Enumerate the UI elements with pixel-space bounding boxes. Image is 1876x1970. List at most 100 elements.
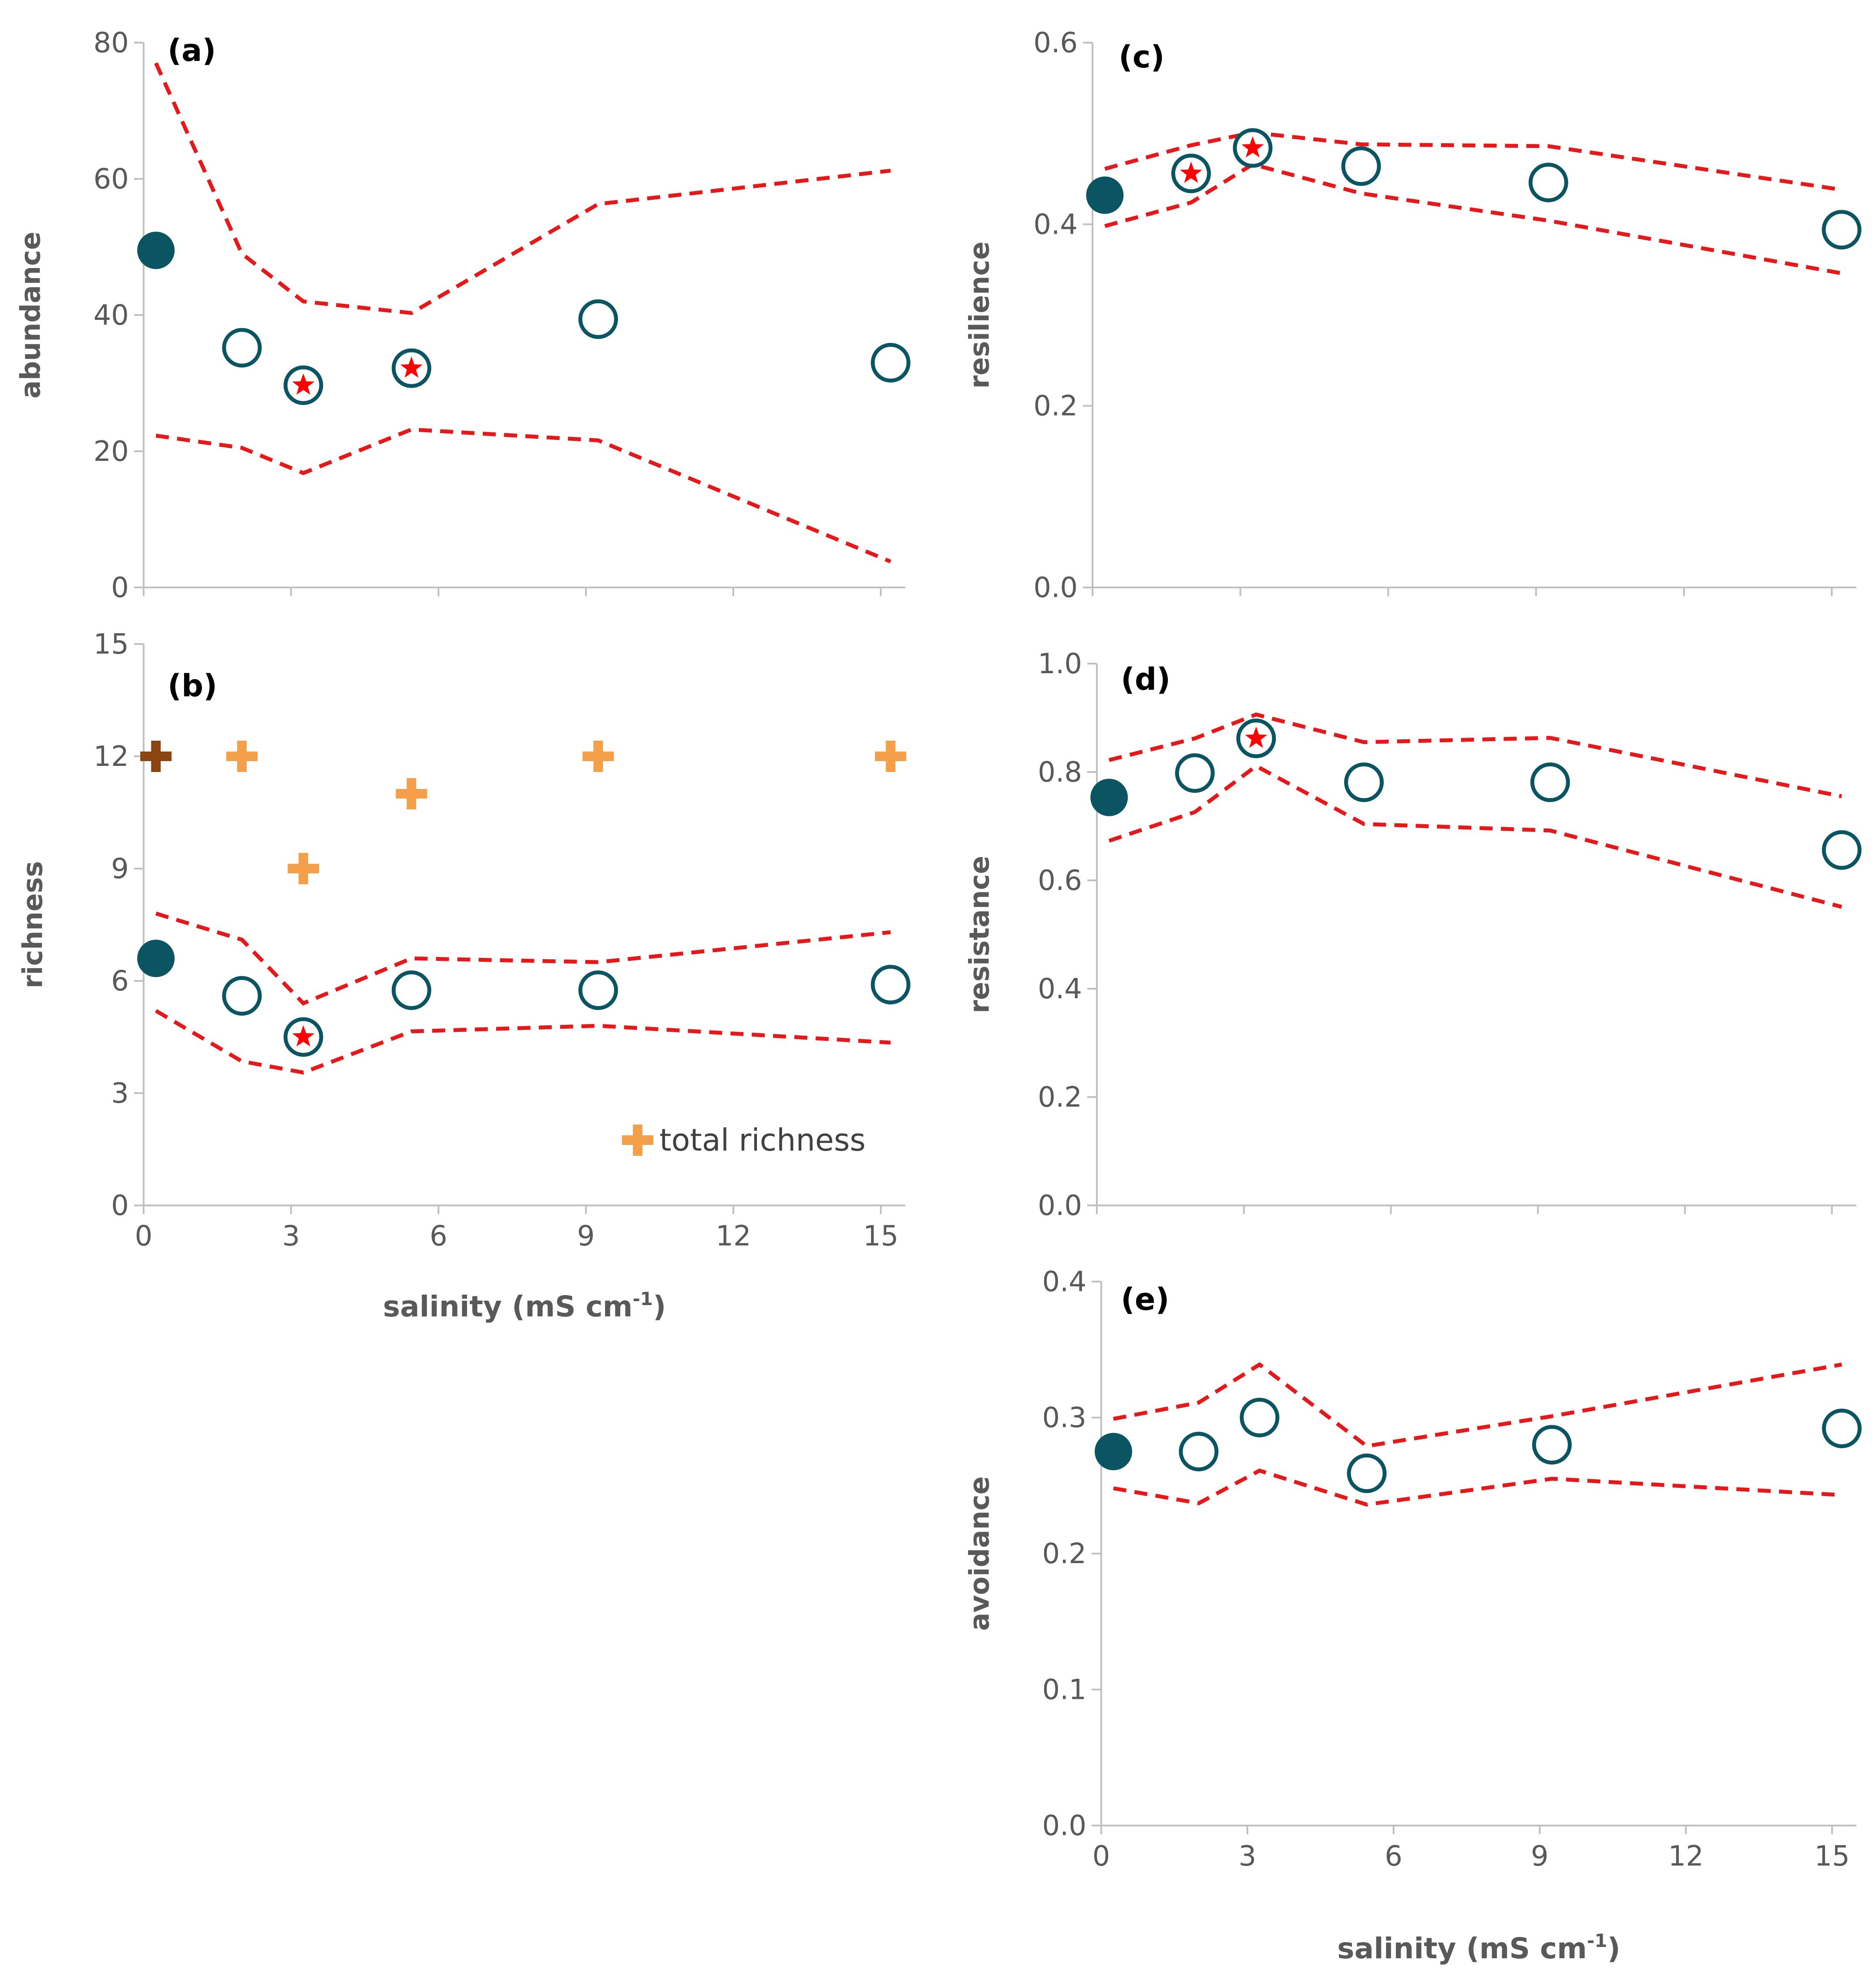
- panel-label: (c): [1119, 39, 1164, 75]
- x-tick-label: 15: [863, 1220, 898, 1252]
- upper-bound-line: [155, 911, 891, 1006]
- lower-bound-line: [1104, 162, 1842, 275]
- x-axis-title-main: salinity (mS cm: [1337, 1932, 1587, 1965]
- reference-point: [1090, 779, 1128, 816]
- significance-star: [1245, 726, 1267, 748]
- panel-label: (a): [168, 33, 216, 68]
- x-axis-title-sup: -1: [632, 1288, 653, 1309]
- x-tick-label: 12: [716, 1220, 751, 1252]
- data-point: [1530, 762, 1570, 802]
- data-point: [1532, 1425, 1572, 1465]
- data-point: [578, 299, 618, 339]
- total-richness-marker: [226, 741, 258, 772]
- x-tick-label: 9: [1531, 1840, 1549, 1873]
- y-tick-label: 0.2: [1042, 1538, 1086, 1570]
- total-richness-reference-marker: [140, 741, 172, 772]
- y-tick-label: 40: [94, 299, 129, 332]
- x-tick-label: 15: [1814, 1840, 1849, 1873]
- lower-bound-line: [155, 1009, 891, 1075]
- y-tick-label: 0.2: [1033, 390, 1078, 423]
- lower-bound-line: [1108, 763, 1842, 909]
- y-tick-label: 0.4: [1033, 208, 1078, 241]
- panel-label: (e): [1121, 1282, 1169, 1317]
- x-axis-title-end: ): [653, 1290, 666, 1323]
- legend-total-richness-icon: [622, 1124, 653, 1156]
- significance-star: [400, 356, 423, 378]
- y-tick-label: 15: [94, 628, 129, 661]
- significance-star: [292, 373, 315, 395]
- x-tick-label: 6: [430, 1220, 447, 1252]
- upper-bound-line: [1108, 712, 1842, 799]
- legend-total-richness-label: total richness: [659, 1122, 866, 1158]
- data-point: [222, 976, 262, 1016]
- y-tick-label: 0: [111, 572, 129, 604]
- y-tick-label: 0.6: [1038, 865, 1082, 897]
- x-tick-label: 0: [135, 1220, 153, 1252]
- lower-bound-line: [1113, 1468, 1842, 1507]
- total-richness-marker: [582, 741, 614, 772]
- data-point: [1528, 162, 1568, 202]
- x-axis-title-main: salinity (mS cm: [383, 1290, 633, 1323]
- panel-c: 0.0 0.2 0.4 0.6 resilience (c): [964, 27, 1862, 604]
- reference-point: [1086, 176, 1124, 214]
- data-point: [1822, 830, 1862, 870]
- y-tick-label: 0.0: [1042, 1810, 1086, 1842]
- x-tick-label: 6: [1385, 1840, 1402, 1873]
- x-tick-label: 0: [1093, 1840, 1110, 1873]
- x-tick-label: 9: [577, 1220, 595, 1252]
- significance-star: [292, 1025, 315, 1047]
- data-point: [578, 970, 618, 1010]
- data-point: [1240, 1398, 1280, 1437]
- upper-bound-line: [1113, 1362, 1842, 1448]
- upper-bound-line: [154, 62, 891, 315]
- x-tick-label: 3: [1238, 1840, 1256, 1873]
- significance-star: [1180, 161, 1203, 183]
- y-tick-label: 1.0: [1038, 648, 1082, 680]
- y-tick-label: 0.0: [1033, 572, 1078, 604]
- y-tick-label: 0: [111, 1190, 129, 1222]
- y-axis-title: richness: [17, 861, 49, 989]
- y-tick-label: 0.1: [1042, 1674, 1086, 1706]
- y-tick-label: 80: [94, 27, 129, 59]
- total-richness-marker: [287, 853, 319, 884]
- y-axis-title: resilience: [964, 242, 995, 389]
- data-point: [391, 970, 431, 1010]
- data-point: [1822, 1409, 1862, 1448]
- panel-label: (d): [1121, 661, 1170, 697]
- data-point: [1175, 753, 1215, 793]
- data-point: [1179, 1432, 1219, 1472]
- y-tick-label: 60: [94, 163, 129, 195]
- x-axis-title-end: ): [1607, 1932, 1620, 1965]
- y-tick-label: 6: [111, 965, 129, 997]
- upper-bound-line: [1104, 131, 1842, 192]
- data-point: [871, 343, 911, 383]
- panel-a: 0 20 40 60 80 abundance (a): [15, 27, 911, 604]
- reference-point: [137, 940, 175, 977]
- y-tick-label: 20: [94, 436, 129, 468]
- y-axis-title: avoidance: [964, 1476, 995, 1631]
- y-tick-label: 0.4: [1038, 973, 1082, 1005]
- lower-bound-line: [155, 427, 891, 564]
- reference-point: [137, 232, 175, 269]
- x-tick-label: 12: [1668, 1840, 1704, 1873]
- x-tick-label: 3: [282, 1220, 300, 1252]
- panel-e: 0.0 0.1 0.2 0.3 0.4 0 3 6 9 12 15 avoidance salinity…: [964, 1266, 1862, 1965]
- total-richness-marker: [875, 741, 907, 772]
- significance-star: [1241, 136, 1264, 158]
- y-tick-label: 9: [111, 853, 129, 885]
- data-point: [1344, 762, 1384, 802]
- y-tick-label: 0.8: [1038, 756, 1082, 789]
- x-axis-title: salinity (mS cm-1): [1337, 1930, 1620, 1965]
- panel-b: 0 3 6 9 12 15 0 3 6 9 12 15 richness salinity (mS cm-…: [17, 628, 911, 1323]
- panel-d: 0.0 0.2 0.4 0.6 0.8 1.0 resistance (d): [964, 648, 1862, 1222]
- x-axis-title: salinity (mS cm-1): [383, 1288, 666, 1323]
- y-tick-label: 3: [111, 1077, 129, 1110]
- y-tick-label: 0.6: [1033, 27, 1078, 59]
- panel-label: (b): [168, 668, 217, 704]
- y-tick-label: 0.0: [1038, 1190, 1082, 1222]
- y-axis-title: abundance: [15, 232, 47, 399]
- total-richness-marker: [396, 778, 427, 809]
- data-point: [871, 965, 911, 1005]
- y-tick-label: 0.3: [1042, 1402, 1086, 1434]
